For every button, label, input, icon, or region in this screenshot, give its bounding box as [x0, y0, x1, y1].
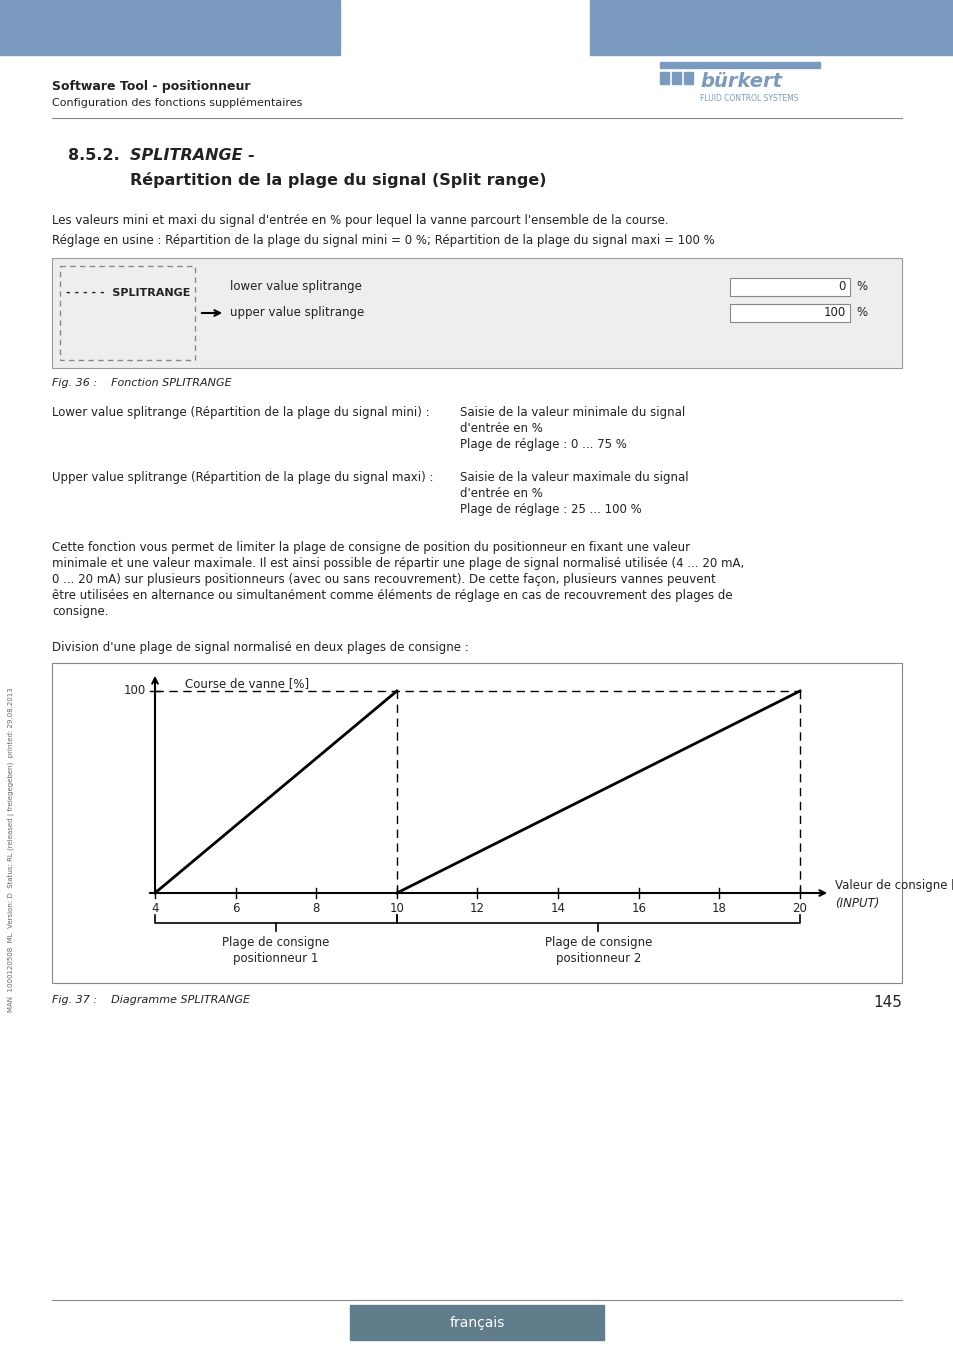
Text: minimale et une valeur maximale. Il est ainsi possible de répartir une plage de : minimale et une valeur maximale. Il est … [52, 558, 743, 570]
Text: Saisie de la valeur maximale du signal: Saisie de la valeur maximale du signal [459, 471, 688, 485]
Bar [230, 266, 896, 360]
Text: 6: 6 [232, 902, 239, 915]
Bar [350, 1305, 603, 1341]
Text: Plage de réglage : 0 ... 75 %: Plage de réglage : 0 ... 75 % [459, 437, 626, 451]
Bar [729, 304, 849, 323]
Text: 100: 100 [124, 684, 146, 698]
Bar [729, 278, 849, 296]
Text: consigne.: consigne. [52, 605, 109, 618]
Text: (INPUT): (INPUT) [834, 896, 879, 910]
Text: Course de vanne [%]: Course de vanne [%] [185, 676, 309, 690]
Bar [659, 62, 820, 68]
Text: positionneur 2: positionneur 2 [556, 952, 640, 965]
Text: Software Tool - positionneur: Software Tool - positionneur [52, 80, 251, 93]
Text: 8: 8 [313, 902, 319, 915]
Text: lower value splitrange: lower value splitrange [230, 279, 361, 293]
Text: 18: 18 [711, 902, 726, 915]
Text: 8.5.2.: 8.5.2. [68, 148, 120, 163]
Text: Plage de consigne: Plage de consigne [222, 936, 330, 949]
Text: Cette fonction vous permet de limiter la plage de consigne de position du positi: Cette fonction vous permet de limiter la… [52, 541, 689, 554]
Bar [52, 663, 901, 983]
Text: 14: 14 [550, 902, 565, 915]
Bar [683, 72, 692, 84]
Text: bürkert: bürkert [700, 72, 781, 90]
Text: 145: 145 [872, 995, 901, 1010]
Text: Réglage en usine : Répartition de la plage du signal mini = 0 %; Répartition de : Réglage en usine : Répartition de la pla… [52, 234, 714, 247]
Bar [659, 72, 668, 84]
Text: 100: 100 [822, 306, 845, 320]
Text: positionneur 1: positionneur 1 [233, 952, 318, 965]
Text: 4: 4 [152, 902, 158, 915]
Bar [589, 0, 953, 55]
Text: Valeur de consigne [mA]: Valeur de consigne [mA] [834, 879, 953, 891]
Text: 16: 16 [631, 902, 645, 915]
Text: %: % [855, 306, 866, 320]
Text: Lower value splitrange (Répartition de la plage du signal mini) :: Lower value splitrange (Répartition de l… [52, 406, 429, 418]
Text: upper value splitrange: upper value splitrange [230, 306, 364, 319]
Text: Configuration des fonctions supplémentaires: Configuration des fonctions supplémentai… [52, 97, 302, 108]
Bar [60, 266, 194, 360]
Text: d'entrée en %: d'entrée en % [459, 423, 542, 435]
Text: 0: 0 [838, 281, 845, 293]
Text: français: français [449, 1315, 504, 1330]
Text: MAN  1000120508  ML  Version: D  Status: RL (released | freiegegeben)  printed: : MAN 1000120508 ML Version: D Status: RL … [9, 687, 15, 1012]
Text: 20: 20 [792, 902, 806, 915]
Text: Les valeurs mini et maxi du signal d'entrée en % pour lequel la vanne parcourt l: Les valeurs mini et maxi du signal d'ent… [52, 215, 668, 227]
Bar [671, 72, 680, 84]
Text: Saisie de la valeur minimale du signal: Saisie de la valeur minimale du signal [459, 406, 684, 418]
Bar [0, 0, 339, 55]
Text: Fig. 36 :    Fonction SPLITRANGE: Fig. 36 : Fonction SPLITRANGE [52, 378, 232, 387]
Text: d'entrée en %: d'entrée en % [459, 487, 542, 500]
Text: Répartition de la plage du signal (Split range): Répartition de la plage du signal (Split… [130, 171, 546, 188]
Text: SPLITRANGE -: SPLITRANGE - [130, 148, 254, 163]
Text: Upper value splitrange (Répartition de la plage du signal maxi) :: Upper value splitrange (Répartition de l… [52, 471, 433, 485]
Text: 0 ... 20 mA) sur plusieurs positionneurs (avec ou sans recouvrement). De cette f: 0 ... 20 mA) sur plusieurs positionneurs… [52, 572, 715, 586]
Text: Fig. 37 :    Diagramme SPLITRANGE: Fig. 37 : Diagramme SPLITRANGE [52, 995, 250, 1004]
Text: 10: 10 [389, 902, 404, 915]
Text: être utilisées en alternance ou simultanément comme éléments de réglage en cas d: être utilisées en alternance ou simultan… [52, 589, 732, 602]
Text: FLUID CONTROL SYSTEMS: FLUID CONTROL SYSTEMS [700, 95, 798, 103]
Bar [52, 258, 901, 369]
Text: 12: 12 [470, 902, 484, 915]
Text: Plage de consigne: Plage de consigne [544, 936, 652, 949]
Text: Plage de réglage : 25 ... 100 %: Plage de réglage : 25 ... 100 % [459, 504, 641, 516]
Text: - - - - -  SPLITRANGE: - - - - - SPLITRANGE [66, 288, 191, 298]
Text: %: % [855, 281, 866, 293]
Text: Division d'une plage de signal normalisé en deux plages de consigne :: Division d'une plage de signal normalisé… [52, 641, 468, 653]
